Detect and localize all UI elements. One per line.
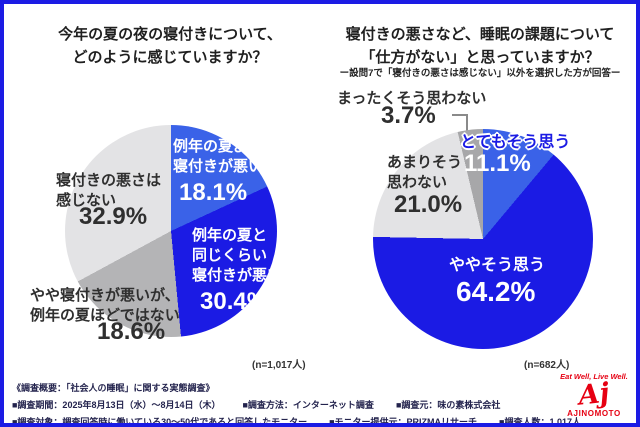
pie-pct-no-trouble: 32.9%	[79, 203, 148, 230]
survey-detail-monitor-provider: ■モニター提供元：PRIZMAリサーチ	[329, 417, 478, 427]
survey-detail-period: ■調査期間：2025年8月13日（水）～8月14日（木）	[12, 400, 221, 410]
survey-detail-row-2: ■調査対象：調査回答時に働いている30～50代であると回答したモニター ■モニタ…	[12, 415, 581, 427]
pie-pct-somewhat-disagree: 21.0%	[394, 191, 463, 218]
right-chart-title: 寝付きの悪さなど、睡眠の課題について 「仕方がない」と思っていますか？	[345, 26, 615, 67]
pie-label-worse-than-usual: 例年の夏よりも 寝付きが悪い	[173, 138, 278, 175]
sample-size-note-right: (n=682人)	[524, 360, 570, 371]
survey-overview-heading: 《調査概要：「社会人の睡眠」に関する実態調査》	[12, 383, 215, 393]
leader-line-horizontal	[452, 114, 468, 116]
pie-pct-strongly-agree: 11.1%	[464, 150, 531, 177]
sample-size-note-left: (n=1,017人)	[252, 360, 306, 371]
pie-label-no-trouble: 寝付きの悪さは 感じない	[56, 172, 162, 209]
left-pie-chart	[65, 125, 277, 337]
pie-pct-somewhat-agree: 64.2%	[456, 276, 536, 307]
pie-pct-slightly-bad: 18.6%	[97, 318, 166, 345]
survey-detail-target: ■調査対象：調査回答時に働いている30～50代であると回答したモニター	[12, 417, 308, 427]
survey-detail-method: ■調査方法：インターネット調査	[242, 400, 374, 410]
survey-detail-row-1: ■調査期間：2025年8月13日（水）～8月14日（木） ■調査方法：インターネ…	[12, 398, 557, 411]
pie-label-same-as-usual: 例年の夏と 同じくらい 寝付きが悪い	[192, 227, 283, 284]
pie-label-somewhat-disagree: あまりそう 思わない	[387, 154, 463, 191]
survey-detail-count: ■調査人数：1,017人	[499, 417, 582, 427]
right-chart-subtitle: ー設問7で「寝付きの悪さは感じない」以外を選択した方が回答ー	[339, 68, 621, 79]
survey-overview-footer: 《調査概要：「社会人の睡眠」に関する実態調査》 ■調査期間：2025年8月13日…	[12, 381, 581, 427]
ajinomoto-wordmark: AJINOMOTO	[567, 409, 621, 419]
pie-label-somewhat-agree: ややそう思う	[449, 257, 546, 274]
brand-tagline: Eat Well, Live Well.	[560, 372, 628, 381]
ajinomoto-brand-block: Eat Well, Live Well. Aj AJINOMOTO	[552, 372, 636, 418]
right-pie-chart	[373, 129, 593, 349]
pie-pct-worse-than-usual: 18.1%	[179, 179, 248, 206]
leader-line-vertical	[466, 114, 468, 138]
pie-label-strongly-disagree: まったくそう思わない	[337, 90, 487, 107]
pie-pct-same-as-usual: 30.4%	[200, 288, 269, 315]
left-chart-title: 今年の夏の夜の寝付きについて、 どのように感じていますか？	[58, 26, 282, 67]
pie-label-slightly-bad: やや寝付きが悪いが、 例年の夏ほどではない	[30, 287, 180, 324]
survey-detail-source: ■調査元：味の素株式会社	[395, 400, 501, 410]
pie-pct-strongly-disagree: 3.7%	[381, 102, 436, 129]
pie-label-strongly-agree: とてもそう思う	[460, 134, 571, 151]
ajinomoto-logo-monogram: Aj	[577, 377, 611, 412]
